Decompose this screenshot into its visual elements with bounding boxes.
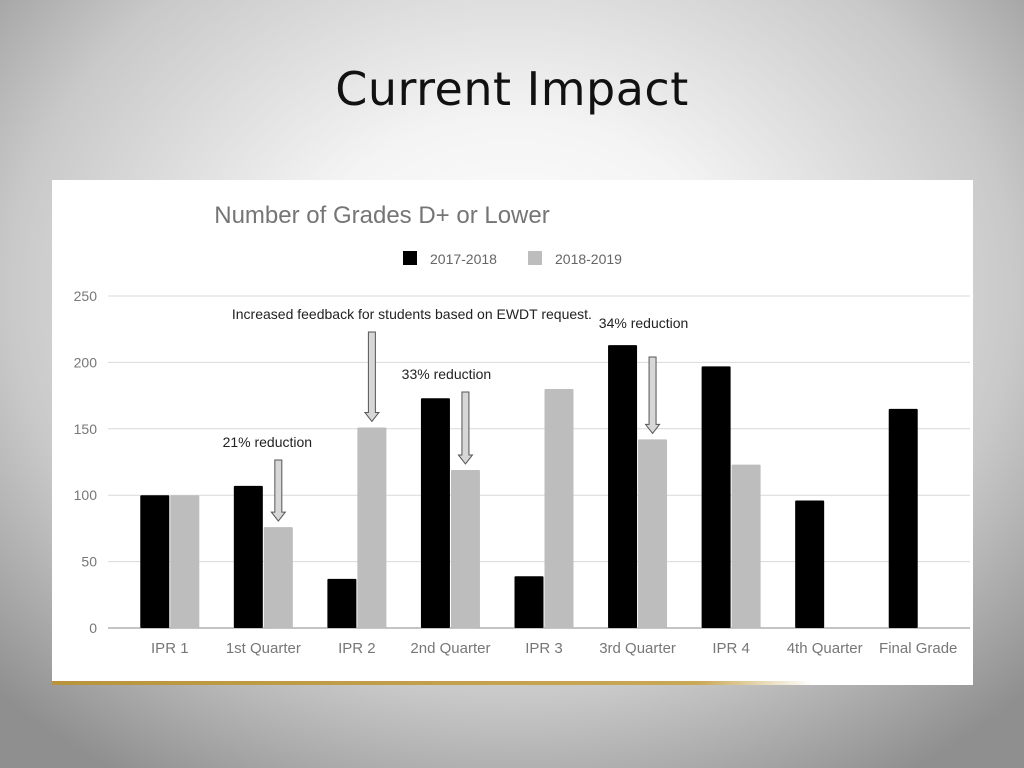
y-tick-label-150: 150 (74, 421, 98, 437)
annotation-label-3: 33% reduction (402, 366, 492, 382)
bar-2017-2018-3rd-quarter (608, 345, 638, 628)
bar-2017-2018-ipr-3 (514, 576, 544, 628)
x-tick-label-4th-quarter: 4th Quarter (787, 640, 863, 657)
annotation-arrow-4 (644, 356, 661, 435)
bar-chart: Number of Grades D+ or Lower 2017-2018 201… (74, 202, 970, 657)
annotation-arrow-3 (457, 391, 474, 465)
bar-2018-2019-ipr-4 (731, 464, 761, 628)
y-tick-label-0: 0 (89, 620, 97, 636)
bar-2017-2018-final-grade (888, 408, 918, 628)
annotation-label-1: Increased feedback for students based on… (232, 306, 592, 322)
accent-bar (52, 681, 812, 685)
bar-2018-2019-1st-quarter (263, 527, 293, 628)
bar-2017-2018-4th-quarter (795, 500, 825, 628)
legend-label-2017-2018: 2017-2018 (430, 251, 497, 267)
bar-2017-2018-ipr-4 (701, 366, 731, 628)
slide-title: Current Impact (335, 62, 689, 116)
x-tick-label-3rd-quarter: 3rd Quarter (599, 640, 676, 657)
chart-panel: Number of Grades D+ or Lower 2017-2018 201… (52, 180, 973, 685)
bar-2017-2018-2nd-quarter (420, 398, 450, 628)
bar-2018-2019-ipr-1 (170, 495, 200, 628)
x-tick-label-ipr-3: IPR 3 (525, 640, 563, 657)
x-tick-label-ipr-1: IPR 1 (151, 640, 189, 657)
legend-swatch-2017-2018 (403, 251, 417, 265)
bar-2017-2018-ipr-2 (327, 578, 357, 628)
bar-2018-2019-ipr-3 (544, 388, 574, 628)
bar-2018-2019-2nd-quarter (450, 469, 480, 628)
legend-swatch-2018-2019 (528, 251, 542, 265)
x-tick-label-ipr-4: IPR 4 (712, 640, 750, 657)
annotation-arrow-1 (363, 331, 380, 423)
y-tick-label-50: 50 (81, 554, 97, 570)
annotation-label-4: 34% reduction (599, 315, 689, 331)
annotation-arrow-2 (270, 459, 287, 522)
y-tick-label-200: 200 (74, 354, 98, 370)
legend-label-2018-2019: 2018-2019 (555, 251, 622, 267)
y-tick-label-250: 250 (74, 288, 98, 304)
y-tick-label-100: 100 (74, 487, 98, 503)
bar-2018-2019-3rd-quarter (638, 439, 668, 628)
annotation-label-2: 21% reduction (223, 434, 313, 450)
x-tick-label-1st-quarter: 1st Quarter (226, 640, 301, 657)
bar-2017-2018-1st-quarter (233, 485, 263, 628)
x-tick-label-ipr-2: IPR 2 (338, 640, 376, 657)
x-tick-label-2nd-quarter: 2nd Quarter (410, 640, 490, 657)
x-tick-label-final-grade: Final Grade (879, 640, 957, 657)
bar-2017-2018-ipr-1 (140, 495, 170, 628)
bar-2018-2019-ipr-2 (357, 427, 387, 628)
chart-title: Number of Grades D+ or Lower (214, 202, 549, 229)
